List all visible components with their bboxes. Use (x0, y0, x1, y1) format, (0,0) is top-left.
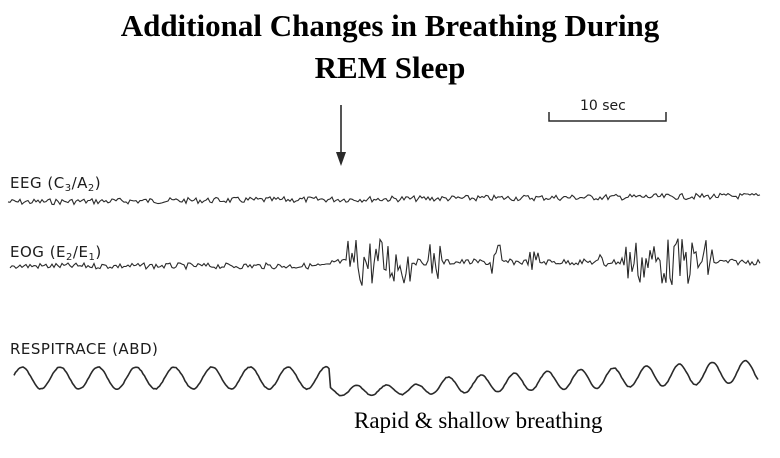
eog-trace (9, 237, 761, 286)
title-line-1: Additional Changes in Breathing During (120, 8, 660, 43)
eeg-trace (7, 192, 761, 206)
eog-channel-label: EOG (E2/E1) (10, 243, 102, 263)
respitrace-channel-label: RESPITRACE (ABD) (10, 340, 159, 358)
title-line-2: REM Sleep (314, 50, 466, 85)
respitrace-trace (13, 359, 759, 397)
rem-onset-arrow (336, 105, 346, 166)
scale-bar (548, 112, 667, 122)
breathing-annotation: Rapid & shallow breathing (354, 408, 603, 433)
scale-bar-label: 10 sec (580, 98, 626, 114)
eeg-channel-label: EEG (C3/A2) (10, 174, 102, 194)
